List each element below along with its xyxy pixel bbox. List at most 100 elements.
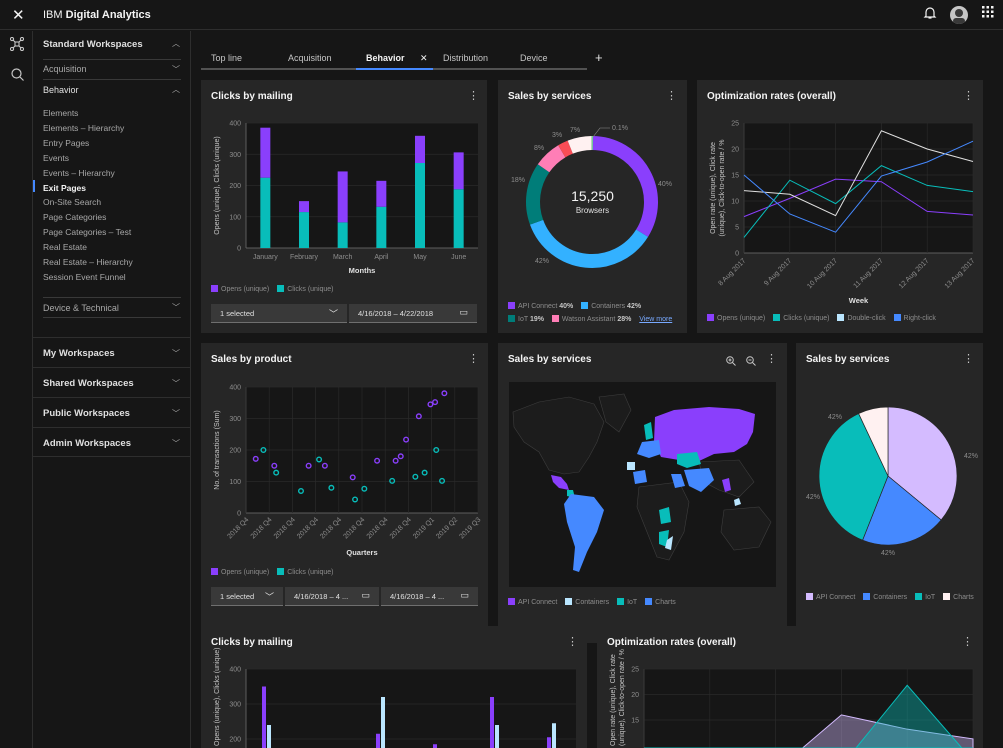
- calendar-icon: ▭: [459, 307, 468, 317]
- sidebar-standard-workspaces[interactable]: Standard Workspaces: [43, 39, 143, 50]
- y-axis-title: No. of transactions (Sum): [214, 410, 221, 489]
- legend-item[interactable]: Opens (unique): [707, 314, 765, 322]
- chevron-up-icon[interactable]: ︿: [172, 39, 180, 48]
- legend-item[interactable]: Right-click: [893, 314, 936, 322]
- legend-item[interactable]: API Connect: [508, 598, 557, 606]
- close-icon[interactable]: ✕: [12, 7, 25, 24]
- chevron-down-icon[interactable]: ﹀: [172, 65, 180, 74]
- sidebar-item[interactable]: Real Estate – Hierarchy: [43, 257, 133, 267]
- sidebar-item[interactable]: Events: [43, 152, 69, 163]
- scatter-point: [374, 457, 381, 464]
- legend-item[interactable]: Opens (unique): [211, 568, 269, 576]
- x-tick-label: 2018 Q4: [366, 516, 390, 540]
- x-tick-label: April: [374, 254, 388, 261]
- sidebar-item[interactable]: On-Site Search: [43, 197, 102, 208]
- legend-item[interactable]: API Connect 40%: [508, 302, 573, 310]
- close-tab-icon[interactable]: ✕: [420, 53, 428, 63]
- scatter-point: [403, 436, 410, 443]
- series-dropdown[interactable]: 1 selected ﹀: [211, 304, 347, 323]
- legend-item[interactable]: Containers: [863, 593, 907, 601]
- overflow-menu-icon[interactable]: ⋮: [468, 90, 479, 102]
- tab-acquisition[interactable]: Acquisition: [278, 50, 356, 70]
- legend-item[interactable]: Opens (unique): [211, 285, 269, 293]
- x-tick-label: February: [290, 254, 319, 261]
- sidebar-item[interactable]: Elements: [43, 108, 79, 118]
- series-area: [644, 714, 974, 748]
- chevron-down-icon[interactable]: ﹀: [172, 303, 180, 312]
- legend-item[interactable]: Watson Assistant 28%: [551, 315, 631, 323]
- overflow-menu-icon[interactable]: ⋮: [468, 353, 479, 365]
- overflow-menu-icon[interactable]: ⋮: [666, 90, 677, 102]
- y-tick-label: 10: [731, 199, 739, 206]
- legend-label: API Connect: [518, 303, 558, 310]
- sidebar-item[interactable]: Events – Hierarchy: [43, 167, 115, 178]
- legend-item[interactable]: Containers: [565, 598, 609, 606]
- legend-item[interactable]: Charts: [943, 593, 974, 601]
- legend-item[interactable]: Containers 42%: [581, 302, 641, 310]
- legend-item[interactable]: Clicks (unique): [773, 314, 830, 322]
- sidebar-item[interactable]: Page Categories – Test: [43, 227, 132, 238]
- tab-top-line[interactable]: Top line: [201, 50, 278, 70]
- x-tick-label: 10 Aug 2017: [806, 257, 839, 290]
- avatar[interactable]: [950, 6, 968, 24]
- legend-item[interactable]: IoT: [617, 598, 637, 606]
- zoom-in-icon[interactable]: [726, 353, 736, 371]
- sidebar-item[interactable]: Real Estate: [43, 242, 87, 253]
- donut-slice: [567, 136, 593, 154]
- sidebar-item[interactable]: Session Event Funnel: [43, 271, 126, 282]
- chart-legend: Opens (unique) Clicks (unique) Double-cl…: [707, 314, 942, 322]
- legend-item[interactable]: Charts: [645, 598, 676, 606]
- sidebar-public-workspaces[interactable]: Public Workspaces ﹀: [33, 397, 190, 427]
- tab-device[interactable]: Device: [510, 50, 587, 70]
- overflow-menu-icon[interactable]: ⋮: [962, 636, 973, 648]
- legend-swatch: [645, 598, 653, 605]
- notification-icon[interactable]: [921, 6, 939, 24]
- search-icon[interactable]: [11, 68, 24, 86]
- sidebar-item[interactable]: Exit Pages: [43, 182, 86, 193]
- chart-legend: Opens (unique) Clicks (unique): [211, 285, 340, 293]
- sidebar-my-workspaces[interactable]: My Workspaces ﹀: [33, 337, 190, 367]
- sidebar-item[interactable]: Page Categories: [43, 212, 107, 223]
- plot-area: [246, 669, 576, 748]
- donut-slice: [558, 140, 573, 158]
- tab-behavior[interactable]: Behavior ✕: [356, 50, 433, 70]
- overflow-menu-icon[interactable]: ⋮: [567, 636, 578, 648]
- legend-item[interactable]: IoT: [915, 593, 935, 601]
- overflow-menu-icon[interactable]: ⋮: [963, 90, 974, 102]
- legend-swatch: [707, 314, 714, 321]
- bar: [260, 127, 271, 178]
- pie-slice: [858, 406, 889, 477]
- sidebar-admin-workspaces[interactable]: Admin Workspaces ﹀: [33, 427, 190, 457]
- sales-by-services-donut-card: Sales by services ⋮ 40% 42% 18% 8% 3% 7% 0.1% …: [498, 80, 687, 333]
- zoom-out-icon[interactable]: [746, 353, 756, 371]
- legend-item[interactable]: IoT 19%: [508, 315, 544, 323]
- date-range-picker[interactable]: 4/16/2018 – 4/22/2018 ▭: [349, 304, 477, 323]
- scatter-point: [397, 453, 404, 460]
- legend-item[interactable]: Double-click: [837, 314, 886, 322]
- legend-item[interactable]: Clicks (unique): [277, 568, 334, 576]
- overflow-menu-icon[interactable]: ⋮: [766, 353, 777, 365]
- date-range-picker[interactable]: 4/16/2018 – 4 ... ▭: [285, 587, 379, 606]
- sidebar-device-technical[interactable]: Device & Technical: [43, 303, 119, 313]
- sidebar-behavior[interactable]: Behavior: [43, 85, 79, 95]
- sidebar-item[interactable]: Elements – Hierarchy: [43, 122, 125, 133]
- world-map[interactable]: [509, 382, 776, 587]
- map-region-charts: [564, 494, 604, 572]
- sidebar-shared-workspaces[interactable]: Shared Workspaces ﹀: [33, 367, 190, 397]
- app-switcher-icon[interactable]: [979, 6, 997, 24]
- date-range-picker[interactable]: 4/16/2018 – 4 ... ▭: [381, 587, 478, 606]
- scatter-point: [349, 474, 356, 481]
- y-tick-label: 25: [731, 121, 739, 128]
- bar: [376, 206, 387, 248]
- legend-item[interactable]: API Connect: [806, 593, 855, 601]
- tab-distribution[interactable]: Distribution: [433, 50, 510, 70]
- view-more-link[interactable]: View more: [639, 316, 673, 323]
- overflow-menu-icon[interactable]: ⋮: [963, 353, 974, 365]
- series-dropdown[interactable]: 1 selected ﹀: [211, 587, 283, 606]
- sidebar-acquisition[interactable]: Acquisition: [43, 64, 87, 74]
- chevron-up-icon[interactable]: ︿: [172, 85, 180, 94]
- add-icon[interactable]: +: [595, 50, 603, 65]
- sidebar-item[interactable]: Entry Pages: [43, 137, 90, 148]
- network-icon[interactable]: [9, 36, 25, 56]
- legend-item[interactable]: Clicks (unique): [277, 285, 334, 293]
